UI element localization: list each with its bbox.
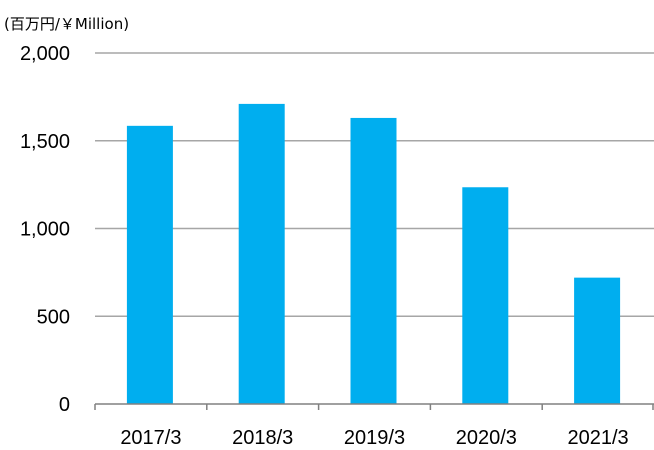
y-axis-ticks: 0 500 1,000 1,500 2,000 xyxy=(20,43,70,416)
unit-label: (百万円/￥Million) xyxy=(4,15,130,33)
bar-2017-3 xyxy=(126,125,173,405)
x-tick-label: 2018/3 xyxy=(232,427,293,449)
x-tick-label: 2019/3 xyxy=(344,427,405,449)
bar-2018-3 xyxy=(238,103,285,405)
bar-2021-3 xyxy=(574,277,621,404)
x-axis xyxy=(94,403,654,410)
y-tick-label: 500 xyxy=(37,306,70,328)
y-tick-label: 1,000 xyxy=(20,219,70,241)
y-tick-label: 1,500 xyxy=(20,131,70,153)
x-tick-label: 2021/3 xyxy=(568,427,629,449)
x-tick-label: 2017/3 xyxy=(120,427,181,449)
y-tick-label: 0 xyxy=(59,394,70,416)
bar-2020-3 xyxy=(462,187,509,404)
x-axis-ticks: 2017/3 2018/3 2019/3 2020/3 2021/3 xyxy=(120,427,628,449)
bars xyxy=(126,103,621,405)
y-tick-label: 2,000 xyxy=(20,43,70,65)
bar-2019-3 xyxy=(350,117,397,404)
x-tick-label: 2020/3 xyxy=(456,427,517,449)
